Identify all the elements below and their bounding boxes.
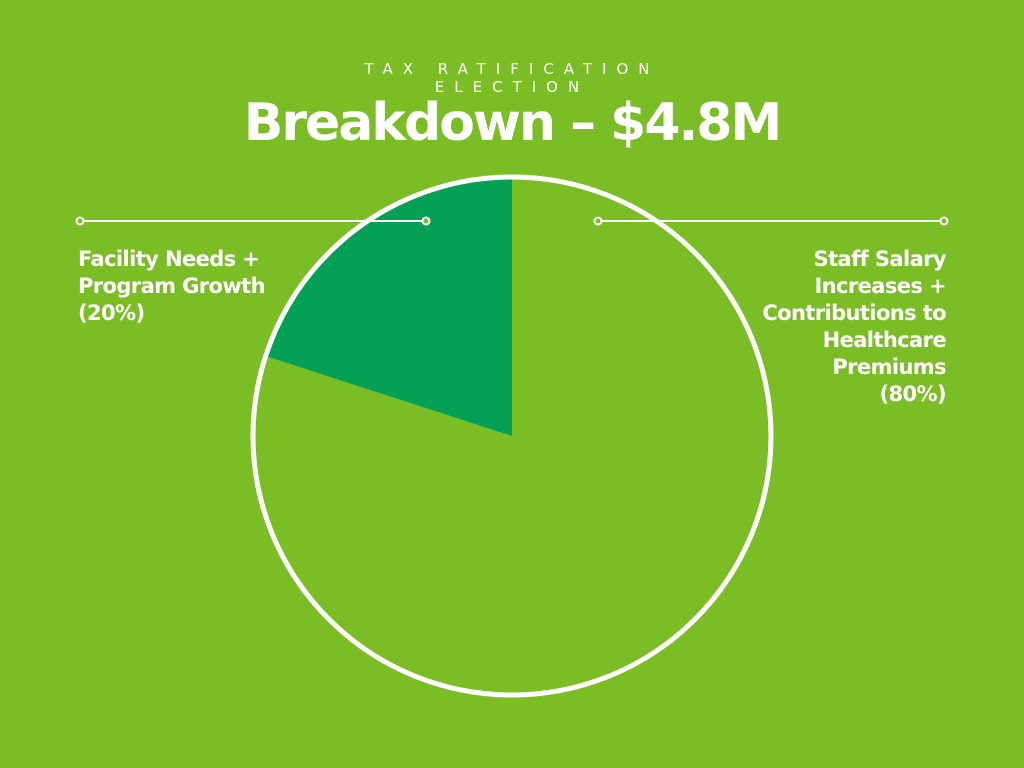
- pie-chart: [250, 174, 774, 698]
- label-line: Contributions to: [762, 301, 946, 325]
- label-line: Increases +: [814, 274, 946, 298]
- label-line: Program Growth: [78, 274, 266, 298]
- slice-label-facility-needs: Facility Needs + Program Growth (20%): [78, 246, 298, 327]
- slice-label-staff-salary: Staff Salary Increases + Contributions t…: [706, 246, 946, 408]
- leader-line-left: [75, 216, 431, 226]
- label-line: Healthcare: [822, 328, 947, 352]
- label-line: Premiums: [832, 355, 946, 379]
- leader-line-right: [593, 216, 949, 226]
- label-line: Facility Needs +: [78, 247, 260, 271]
- label-line: Staff Salary: [813, 247, 947, 271]
- chart-kicker: TAX RATIFICATION ELECTION: [364, 60, 660, 96]
- label-line: (20%): [78, 301, 145, 325]
- chart-title: Breakdown – $4.8M: [243, 93, 782, 153]
- pie-outline: [250, 174, 774, 698]
- pie-slice-facility-needs: [265, 177, 512, 436]
- label-line: (80%): [879, 382, 947, 406]
